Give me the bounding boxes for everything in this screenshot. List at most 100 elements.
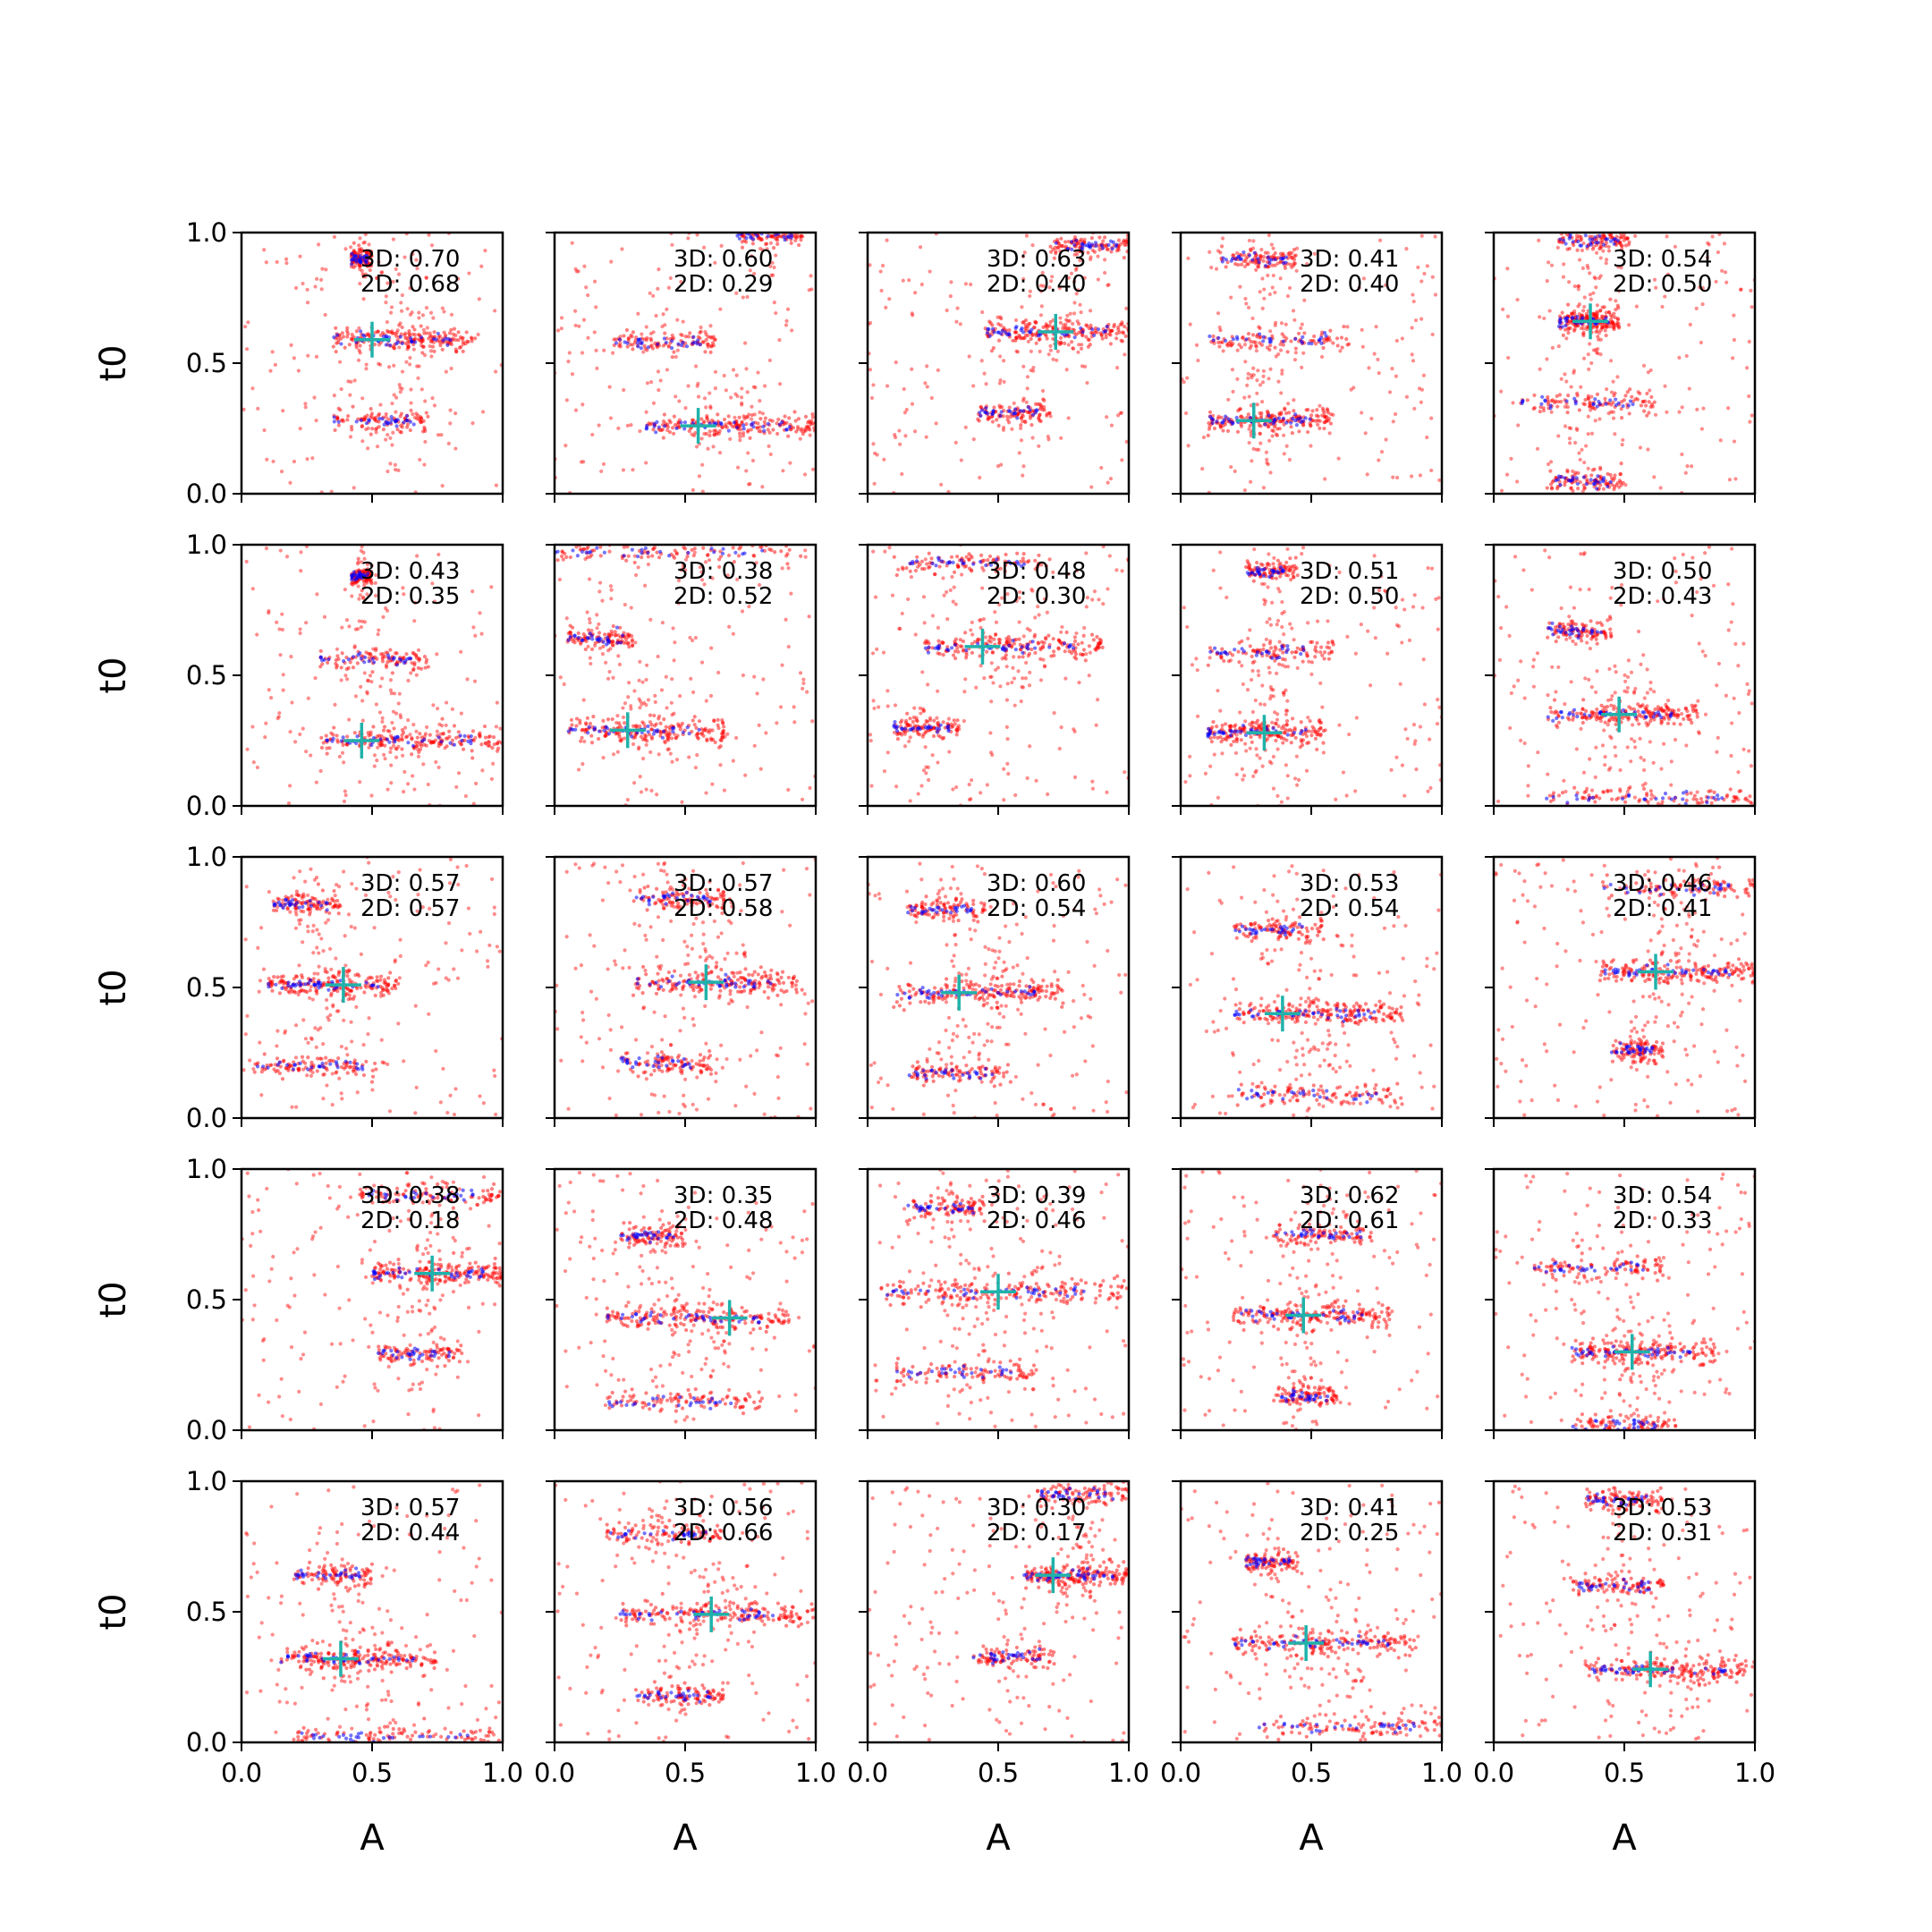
sample-2d-point: [444, 700, 449, 705]
sample-2d-point: [719, 732, 724, 736]
sample-2d-point: [1010, 427, 1014, 431]
sample-2d-point: [701, 546, 706, 550]
sample-2d-point: [998, 323, 1004, 327]
y-tick-label: 1.0: [186, 217, 227, 248]
sample-3d-point: [413, 340, 418, 344]
sample-2d-point: [872, 481, 877, 486]
sample-2d-point: [352, 241, 356, 245]
sample-2d-point: [360, 589, 364, 593]
sample-2d-point: [768, 264, 773, 268]
sample-2d-point: [1007, 328, 1012, 333]
sample-2d-point: [341, 419, 346, 424]
sample-2d-point: [1244, 301, 1249, 306]
sample-2d-point: [337, 360, 343, 364]
sample-2d-point: [1565, 470, 1570, 474]
sample-2d-point: [1731, 356, 1735, 360]
sample-3d-point: [1276, 416, 1282, 420]
sample-2d-point: [576, 269, 580, 274]
sample-2d-point: [798, 436, 802, 441]
sample-2d-point: [281, 409, 285, 413]
sample-2d-point: [880, 263, 886, 268]
sample-2d-point: [422, 655, 428, 659]
sample-2d-point: [597, 646, 603, 650]
sample-2d-point: [1084, 335, 1089, 339]
sample-2d-point: [1750, 305, 1754, 309]
sample-2d-point: [710, 576, 715, 580]
sample-2d-point: [1216, 311, 1221, 316]
sample-2d-point: [592, 279, 597, 284]
sample-2d-point: [1265, 461, 1269, 465]
sample-2d-point: [375, 445, 380, 449]
sample-2d-point: [796, 225, 800, 228]
sample-2d-point: [875, 453, 879, 457]
sample-2d-point: [631, 468, 635, 472]
sample-2d-point: [397, 323, 402, 327]
sample-2d-point: [435, 729, 439, 733]
sample-2d-point: [1015, 350, 1021, 354]
sample-2d-point: [790, 328, 794, 333]
sample-2d-point: [736, 554, 741, 558]
sample-2d-point: [912, 291, 918, 295]
sample-3d-point: [1593, 234, 1597, 240]
sample-2d-point: [400, 292, 404, 298]
sample-2d-point: [623, 602, 627, 607]
sample-3d-point: [646, 345, 650, 350]
sample-2d-point: [1573, 470, 1578, 475]
sample-2d-point: [1241, 335, 1245, 340]
sample-2d-point: [391, 709, 396, 714]
sample-2d-point: [397, 345, 402, 350]
sample-2d-point: [803, 555, 808, 559]
sample-2d-point: [1339, 335, 1344, 340]
sample-2d-point: [1059, 725, 1063, 730]
sample-2d-point: [1002, 326, 1006, 330]
sample-3d-point: [1102, 330, 1106, 335]
sample-2d-point: [335, 654, 340, 658]
sample-2d-point: [470, 749, 474, 753]
sample-2d-point: [1416, 265, 1420, 270]
sample-2d-point: [638, 699, 643, 704]
sample-2d-point: [653, 699, 657, 705]
sample-2d-point: [1617, 289, 1622, 293]
sample-2d-point: [675, 348, 680, 352]
sample-2d-point: [1563, 372, 1567, 377]
sample-2d-point: [361, 596, 366, 601]
sample-2d-point: [1124, 242, 1129, 247]
sample-2d-point: [1575, 248, 1580, 252]
sample-3d-point: [1628, 399, 1633, 403]
sample-2d-point: [374, 647, 378, 651]
sample-2d-point: [910, 367, 914, 371]
sample-2d-point: [315, 592, 319, 597]
sample-2d-point: [1571, 469, 1575, 474]
sample-3d-point: [1234, 415, 1239, 420]
sample-2d-point: [601, 462, 606, 466]
sample-2d-point: [1058, 342, 1063, 346]
sample-3d-point: [1233, 257, 1238, 261]
sample-2d-point: [267, 688, 271, 692]
sample-2d-point: [377, 259, 381, 265]
sample-2d-point: [1320, 413, 1325, 418]
sample-2d-point: [1120, 569, 1124, 573]
sample-2d-point: [377, 343, 381, 347]
sample-2d-point: [1727, 478, 1733, 482]
sample-2d-point: [1561, 275, 1566, 279]
sample-2d-point: [427, 336, 431, 341]
sample-2d-point: [356, 626, 360, 631]
sample-2d-point: [758, 417, 763, 421]
sample-2d-point: [334, 326, 338, 330]
sample-2d-point: [377, 628, 381, 632]
sample-2d-point: [415, 267, 419, 271]
sample-2d-point: [402, 592, 406, 597]
sample-3d-point: [394, 424, 399, 428]
sample-2d-point: [1063, 325, 1068, 329]
sample-2d-point: [402, 255, 407, 259]
sample-2d-point: [1236, 262, 1241, 267]
sample-2d-point: [1066, 343, 1071, 347]
sample-3d-point: [404, 413, 410, 419]
sample-2d-point: [304, 750, 309, 754]
sample-3d-point: [586, 731, 590, 735]
sample-2d-point: [388, 436, 393, 440]
sample-2d-point: [428, 733, 432, 737]
sample-2d-point: [1251, 239, 1256, 243]
